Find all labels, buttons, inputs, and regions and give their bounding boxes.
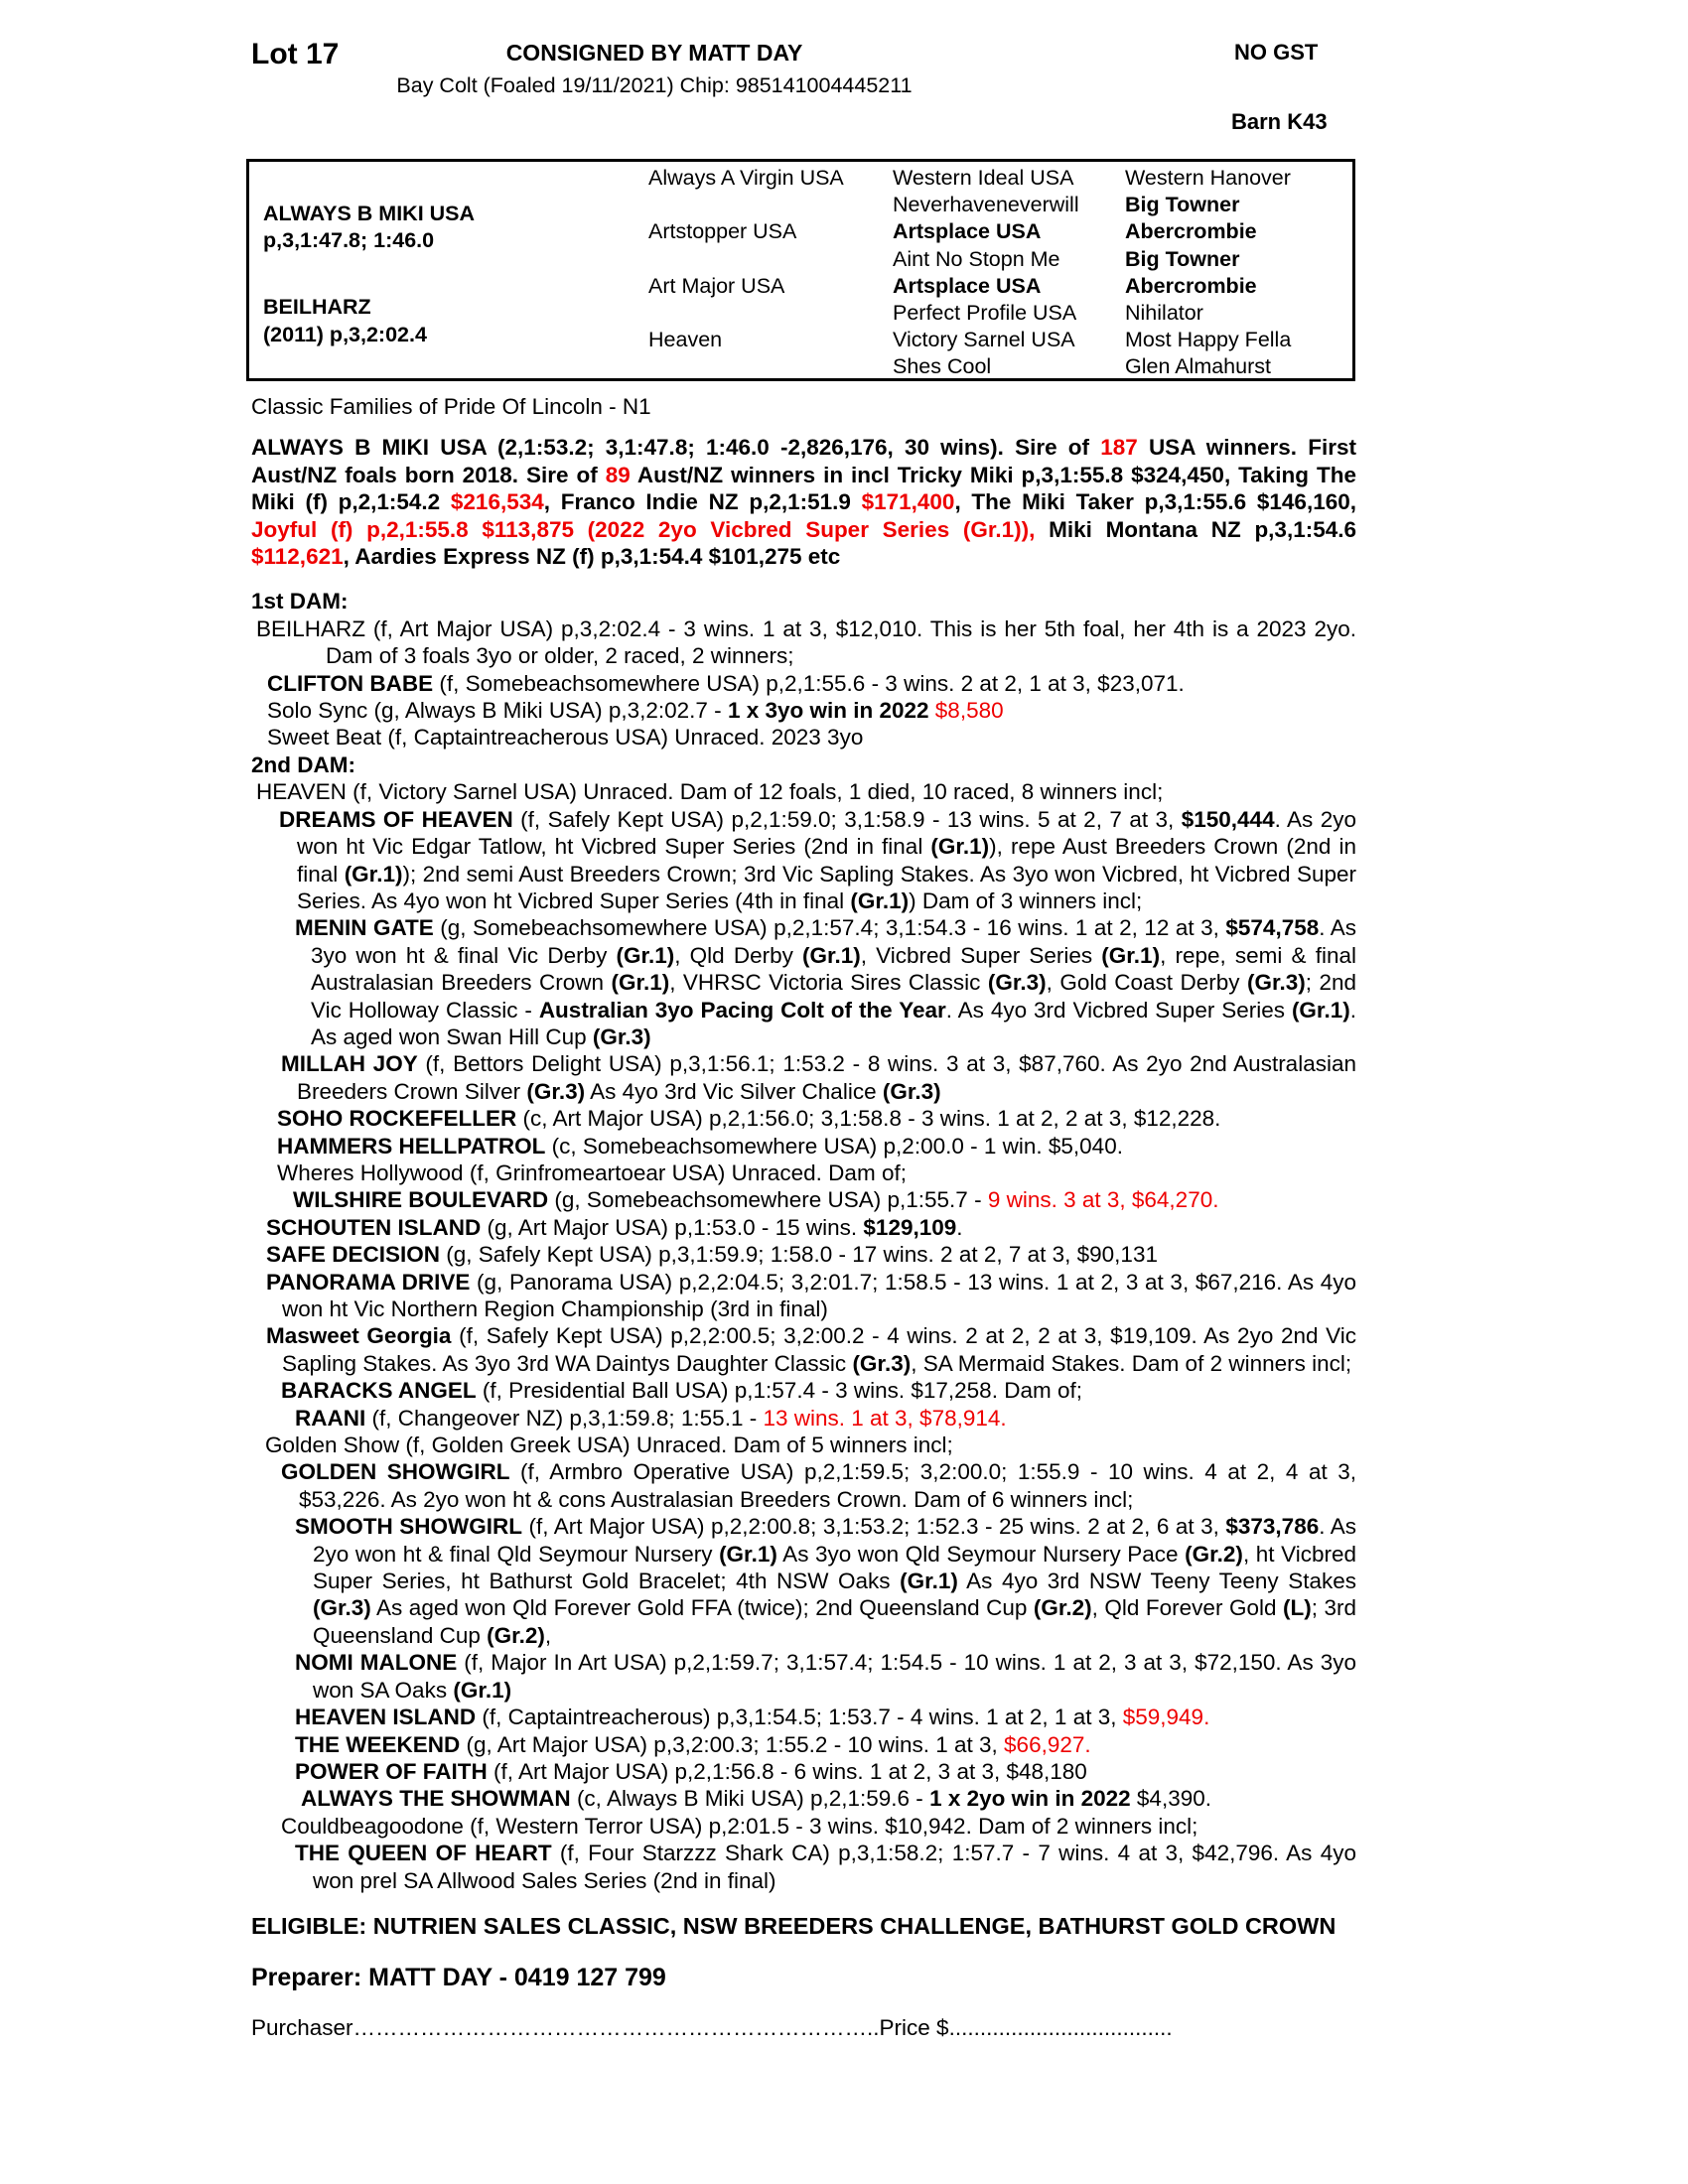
entry-couldbeagoodone: Couldbeagoodone (f, Western Terror USA) … bbox=[281, 1813, 1198, 1839]
entry-raani: RAANI (f, Changeover NZ) p,3,1:59.8; 1:5… bbox=[295, 1405, 1007, 1431]
dam-block: BEILHARZ (2011) p,3,2:02.4 bbox=[263, 294, 648, 347]
entry-heaven: HEAVEN (f, Victory Sarnel USA) Unraced. … bbox=[256, 779, 1164, 805]
body-text: Classic Families of Pride Of Lincoln - N… bbox=[251, 393, 1356, 2041]
entry-heaven-island: HEAVEN ISLAND (f, Captaintreacherous) p,… bbox=[295, 1705, 1210, 1730]
entry-hammers-hellpatrol: HAMMERS HELLPATROL (c, Somebeachsomewher… bbox=[277, 1133, 1123, 1159]
pedigree-gen2: Always A Virgin USA Artstopper USA Art Maj… bbox=[648, 165, 893, 381]
pedigree-cell: Big Towner bbox=[1125, 246, 1240, 271]
pedigree-cell: Victory Sarnel USA bbox=[893, 328, 1075, 352]
pedigree-cell: Art Major USA bbox=[648, 273, 785, 298]
entry-safe-decision: SAFE DECISION (g, Safely Kept USA) p,3,1… bbox=[266, 1242, 1158, 1268]
entry-the-weekend: THE WEEKEND (g, Art Major USA) p,3,2:00.… bbox=[295, 1731, 1091, 1757]
sire-name: ALWAYS B MIKI USA bbox=[263, 202, 476, 225]
pedigree-table: ALWAYS B MIKI USA p,3,1:47.8; 1:46.0 BEI… bbox=[246, 159, 1355, 381]
gst-status: NO GST bbox=[1234, 40, 1319, 65]
pedigree-cell: Artsplace USA bbox=[893, 273, 1042, 298]
pedigree-cell: Western Hanover bbox=[1125, 166, 1291, 190]
pedigree-cell: Western Ideal USA bbox=[893, 166, 1074, 190]
pedigree-cell: Big Towner bbox=[1125, 193, 1240, 217]
pedigree-cell: Artstopper USA bbox=[648, 219, 797, 244]
entry-golden-showgirl: GOLDEN SHOWGIRL (f, Armbro Operative USA… bbox=[281, 1459, 1356, 1512]
pedigree-gen1: ALWAYS B MIKI USA p,3,1:47.8; 1:46.0 BEI… bbox=[249, 165, 648, 381]
preparer-line: Preparer: MATT DAY - 0419 127 799 bbox=[251, 1963, 666, 1991]
entry-dreams-of-heaven: DREAMS OF HEAVEN (f, Safely Kept USA) p,… bbox=[279, 806, 1357, 913]
entry-beilharz: BEILHARZ (f, Art Major USA) p,3,2:02.4 -… bbox=[256, 615, 1356, 669]
pedigree-gen3: Western Ideal USA Neverhaveneverwill Artsp… bbox=[893, 165, 1125, 381]
entry-schouten-island: SCHOUTEN ISLAND (g, Art Major USA) p,1:5… bbox=[266, 1214, 963, 1240]
pedigree-cell: Heaven bbox=[648, 328, 723, 352]
entry-millah-joy: MILLAH JOY (f, Bettors Delight USA) p,3,… bbox=[281, 1051, 1356, 1104]
dam-name: BEILHARZ bbox=[263, 295, 371, 320]
pedigree-cell: Abercrombie bbox=[1125, 273, 1257, 298]
pedigree-cell: Shes Cool bbox=[893, 354, 992, 379]
sire-record: p,3,1:47.8; 1:46.0 bbox=[263, 228, 435, 253]
entry-clifton-babe: CLIFTON BABE (f, Somebeachsomewhere USA)… bbox=[267, 670, 1185, 696]
sire-block: ALWAYS B MIKI USA p,3,1:47.8; 1:46.0 bbox=[263, 201, 648, 254]
pedigree-cell: Aint No Stopn Me bbox=[893, 246, 1060, 271]
pedigree-cell: Most Happy Fella bbox=[1125, 328, 1292, 352]
pedigree-cell: Glen Almahurst bbox=[1125, 354, 1271, 379]
second-dam-heading: 2nd DAM: bbox=[251, 751, 355, 777]
entry-smooth-showgirl: SMOOTH SHOWGIRL (f, Art Major USA) p,2,2… bbox=[295, 1514, 1357, 1648]
barn-number: Barn K43 bbox=[1231, 109, 1328, 134]
pedigree-cell: Abercrombie bbox=[1125, 219, 1257, 244]
entry-power-of-faith: POWER OF FAITH (f, Art Major USA) p,2,1:… bbox=[295, 1758, 1087, 1784]
pedigree-cell: Perfect Profile USA bbox=[893, 300, 1077, 325]
first-dam-heading: 1st DAM: bbox=[251, 589, 349, 614]
lot-number: Lot 17 bbox=[251, 38, 340, 70]
entry-wilshire-boulevard: WILSHIRE BOULEVARD (g, Somebeachsomewher… bbox=[293, 1187, 1219, 1213]
entry-soho-rockefeller: SOHO ROCKEFELLER (c, Art Major USA) p,2,… bbox=[277, 1106, 1221, 1132]
consignor-block: CONSIGNED BY MATT DAY Bay Colt (Foaled 1… bbox=[251, 40, 1057, 98]
pedigree-cell: Nihilator bbox=[1125, 300, 1203, 325]
consignor-line: CONSIGNED BY MATT DAY bbox=[505, 40, 803, 66]
pedigree-cell: Always A Virgin USA bbox=[648, 166, 844, 190]
dam-record: (2011) p,3,2:02.4 bbox=[263, 322, 427, 346]
pedigree-cell: Artsplace USA bbox=[893, 219, 1042, 244]
sire-summary: ALWAYS B MIKI USA (2,1:53.2; 3,1:47.8; 1… bbox=[251, 435, 1356, 570]
entry-baracks-angel: BARACKS ANGEL (f, Presidential Ball USA)… bbox=[281, 1378, 1082, 1404]
entry-nomi-malone: NOMI MALONE (f, Major In Art USA) p,2,1:… bbox=[295, 1650, 1356, 1703]
entry-golden-show: Golden Show (f, Golden Greek USA) Unrace… bbox=[265, 1433, 953, 1458]
purchaser-line: Purchaser……………………………………………………………..Price … bbox=[251, 2014, 1173, 2040]
pedigree-cell: Neverhaveneverwill bbox=[893, 193, 1079, 217]
family-note: Classic Families of Pride Of Lincoln - N… bbox=[251, 394, 651, 419]
entry-the-queen-of-heart: THE QUEEN OF HEART (f, Four Starzzz Shar… bbox=[295, 1841, 1356, 1893]
entry-menin-gate: MENIN GATE (g, Somebeachsomewhere USA) p… bbox=[295, 915, 1356, 1049]
eligible-note: ELIGIBLE: NUTRIEN SALES CLASSIC, NSW BRE… bbox=[251, 1912, 1336, 1939]
entry-sweet-beat: Sweet Beat (f, Captaintreacherous USA) U… bbox=[267, 725, 864, 751]
entry-masweet-georgia: Masweet Georgia (f, Safely Kept USA) p,2… bbox=[266, 1323, 1356, 1376]
entry-solo-sync: Solo Sync (g, Always B Miki USA) p,3,2:0… bbox=[267, 698, 1004, 724]
entry-wheres-hollywood: Wheres Hollywood (f, Grinfromeartoear US… bbox=[277, 1160, 907, 1185]
foal-info-line: Bay Colt (Foaled 19/11/2021) Chip: 98514… bbox=[396, 73, 913, 97]
entry-panorama-drive: PANORAMA DRIVE (g, Panorama USA) p,2,2:0… bbox=[266, 1269, 1356, 1321]
entry-always-the-showman: ALWAYS THE SHOWMAN (c, Always B Miki USA… bbox=[301, 1786, 1211, 1812]
pedigree-gen4: Western Hanover Big Towner Abercrombie Big … bbox=[1125, 165, 1352, 381]
